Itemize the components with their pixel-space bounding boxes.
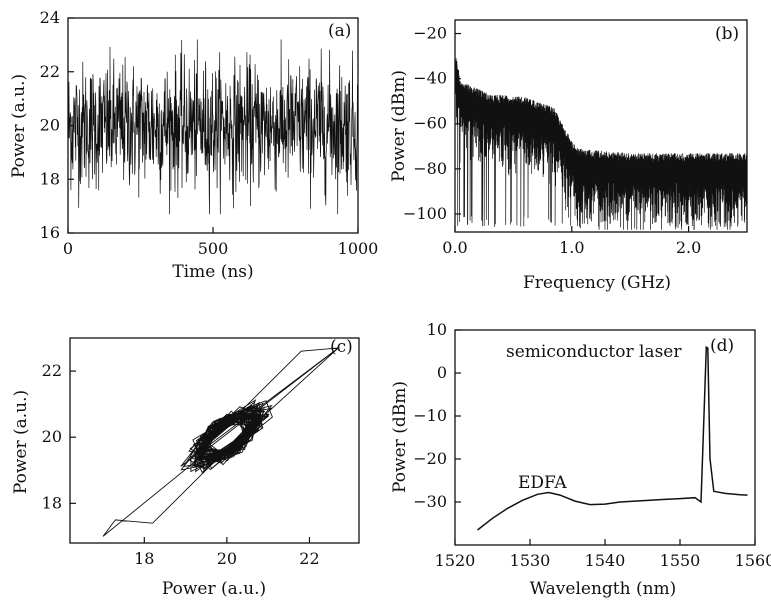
panel-c-phase-portrait: 18 20 22 18 20 22 (c) Power (a.u.) Power (a.u… (11, 337, 360, 599)
panel-d-x-axis-label: Wavelength (nm) (530, 579, 677, 599)
panel-d-y-tick-label: −10 (413, 406, 447, 425)
panel-c-y-tick-label: 20 (42, 427, 62, 446)
panel-b-y-tick-label: −20 (413, 24, 447, 43)
panel-d-y-tick-label: 10 (427, 320, 447, 339)
panel-d-ticks: 1520 1530 1540 1550 1560 10 0 −10 −20 −30 (413, 320, 771, 570)
panel-c-frame (69, 337, 360, 544)
panel-d-label: (d) (710, 336, 734, 356)
panel-d-y-axis-label: Power (dBm) (390, 381, 410, 493)
panel-c-x-axis-label: Power (a.u.) (162, 579, 266, 599)
panel-a-y-tick-label: 20 (40, 116, 60, 135)
panel-d-x-tick-label: 1540 (585, 551, 626, 570)
panel-b-power-spectrum-trace (454, 57, 748, 230)
panel-b-spectrum: 0.0 1.0 2.0 −20 −40 −60 −80 −100 (b) Frequency … (389, 19, 748, 293)
panel-c-y-tick-label: 18 (42, 493, 62, 512)
panel-c-x-tick-label: 18 (134, 549, 154, 568)
panel-a-x-tick-label: 500 (198, 239, 229, 258)
annotation-semiconductor-laser: semiconductor laser (506, 342, 682, 362)
panel-d-x-tick-label: 1520 (435, 551, 476, 570)
panel-a-x-tick-label: 1000 (338, 239, 379, 258)
panel-d-y-tick-label: −30 (413, 492, 447, 511)
panel-d-x-tick-label: 1560 (735, 551, 771, 570)
panel-d-x-tick-label: 1550 (660, 551, 701, 570)
panel-b-x-axis-label: Frequency (GHz) (523, 273, 671, 293)
panel-c-ticks: 18 20 22 18 20 22 (42, 361, 320, 568)
panel-a-time-series: 0 500 1000 16 18 20 22 24 (a) Time (ns) Power (… (9, 8, 378, 282)
panel-a-power-trace (67, 39, 359, 215)
panel-b-frame (454, 19, 748, 233)
panel-d-y-tick-label: −20 (413, 449, 447, 468)
panel-b-y-axis-label: Power (dBm) (389, 70, 409, 182)
panel-a-y-axis-label: Power (a.u.) (9, 74, 29, 178)
panel-b-y-tick-label: −80 (413, 159, 447, 178)
panel-d-optical-spectrum: 1520 1530 1540 1550 1560 10 0 −10 −20 −30 (d) sem… (390, 320, 771, 599)
annotation-edfa: EDFA (518, 473, 567, 493)
panel-b-y-tick-label: −60 (413, 114, 447, 133)
panel-b-x-tick-label: 0.0 (442, 238, 467, 257)
panel-b-label: (b) (715, 24, 739, 44)
panel-a-y-tick-label: 18 (40, 169, 60, 188)
panel-b-y-tick-label: −40 (413, 69, 447, 88)
panel-a-ticks: 0 500 1000 16 18 20 22 24 (40, 8, 379, 258)
panel-a-label: (a) (328, 21, 351, 41)
panel-a-y-tick-label: 16 (40, 223, 60, 242)
panel-b-x-tick-label: 2.0 (676, 238, 701, 257)
panel-b-x-tick-label: 1.0 (559, 238, 584, 257)
panel-b-ticks: 0.0 1.0 2.0 −20 −40 −60 −80 −100 (403, 24, 701, 257)
panel-a-x-axis-label: Time (ns) (172, 262, 253, 282)
panel-b-y-tick-label: −100 (403, 204, 447, 223)
panel-c-label: (c) (330, 337, 353, 357)
panel-d-y-tick-label: 0 (437, 363, 447, 382)
panel-c-x-tick-label: 22 (299, 549, 319, 568)
panel-a-x-tick-label: 0 (63, 239, 73, 258)
panel-c-y-tick-label: 22 (42, 361, 62, 380)
panel-c-y-axis-label: Power (a.u.) (11, 390, 31, 494)
panel-c-phase-trajectory (102, 347, 340, 537)
panel-a-y-tick-label: 22 (40, 62, 60, 81)
panel-a-y-tick-label: 24 (40, 8, 60, 27)
panel-d-optical-spectrum-trace (477, 345, 748, 531)
panel-d-x-tick-label: 1530 (510, 551, 551, 570)
panel-c-x-tick-label: 20 (217, 549, 237, 568)
